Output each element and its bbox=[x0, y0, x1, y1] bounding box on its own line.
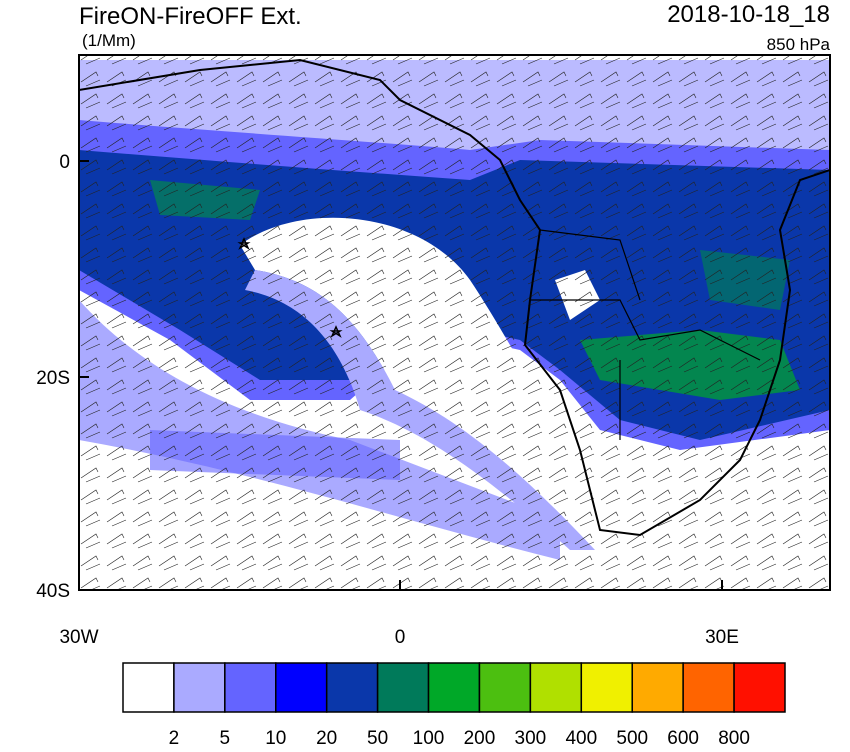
lat-label: 20S bbox=[36, 368, 70, 389]
colorbar-label: 200 bbox=[464, 728, 496, 747]
colorbar-box bbox=[529, 662, 583, 713]
lat-label: 40S bbox=[36, 581, 70, 602]
map-field bbox=[79, 55, 830, 590]
colorbar-box bbox=[427, 662, 481, 713]
lon-label: 30E bbox=[705, 627, 739, 648]
title: FireON-FireOFF Ext. bbox=[79, 3, 302, 30]
colorbar-box bbox=[478, 662, 532, 713]
colorbar-box bbox=[275, 662, 328, 713]
units: (1/Mm) bbox=[82, 31, 136, 50]
level: 850 hPa bbox=[767, 35, 831, 54]
colorbar-label: 800 bbox=[718, 728, 750, 747]
colorbar-label: 300 bbox=[515, 728, 547, 747]
colorbar-box bbox=[224, 662, 277, 713]
lat-label: 0 bbox=[59, 152, 70, 173]
colorbar-box bbox=[631, 662, 684, 713]
colorbar-box bbox=[122, 662, 175, 713]
colorbar-label: 50 bbox=[367, 728, 388, 747]
date: 2018-10-18_18 bbox=[667, 1, 830, 28]
colorbar-label: 5 bbox=[220, 728, 231, 747]
colorbar-box bbox=[733, 662, 786, 713]
colorbar-box bbox=[682, 662, 735, 713]
colorbar-box bbox=[580, 662, 633, 713]
lon-label: 0 bbox=[395, 627, 406, 648]
colorbar-box bbox=[325, 662, 379, 713]
ticks: 0 20S 40S 30W 0 30E bbox=[36, 152, 739, 648]
colorbar-box bbox=[173, 662, 226, 713]
colorbar-label: 2 bbox=[169, 728, 180, 747]
colorbar-label: 600 bbox=[667, 728, 699, 747]
colorbar-label: 20 bbox=[316, 728, 337, 747]
colorbar-box bbox=[376, 662, 430, 713]
colorbar: 2 5 10 20 50 100 200 300 400 500 600 800 bbox=[122, 662, 786, 749]
lon-label: 30W bbox=[59, 627, 98, 648]
colorbar-label: 100 bbox=[413, 728, 445, 747]
colorbar-label: 500 bbox=[616, 728, 648, 747]
colorbar-label: 10 bbox=[265, 728, 286, 747]
map-frame bbox=[78, 54, 831, 591]
colorbar-label: 400 bbox=[565, 728, 597, 747]
